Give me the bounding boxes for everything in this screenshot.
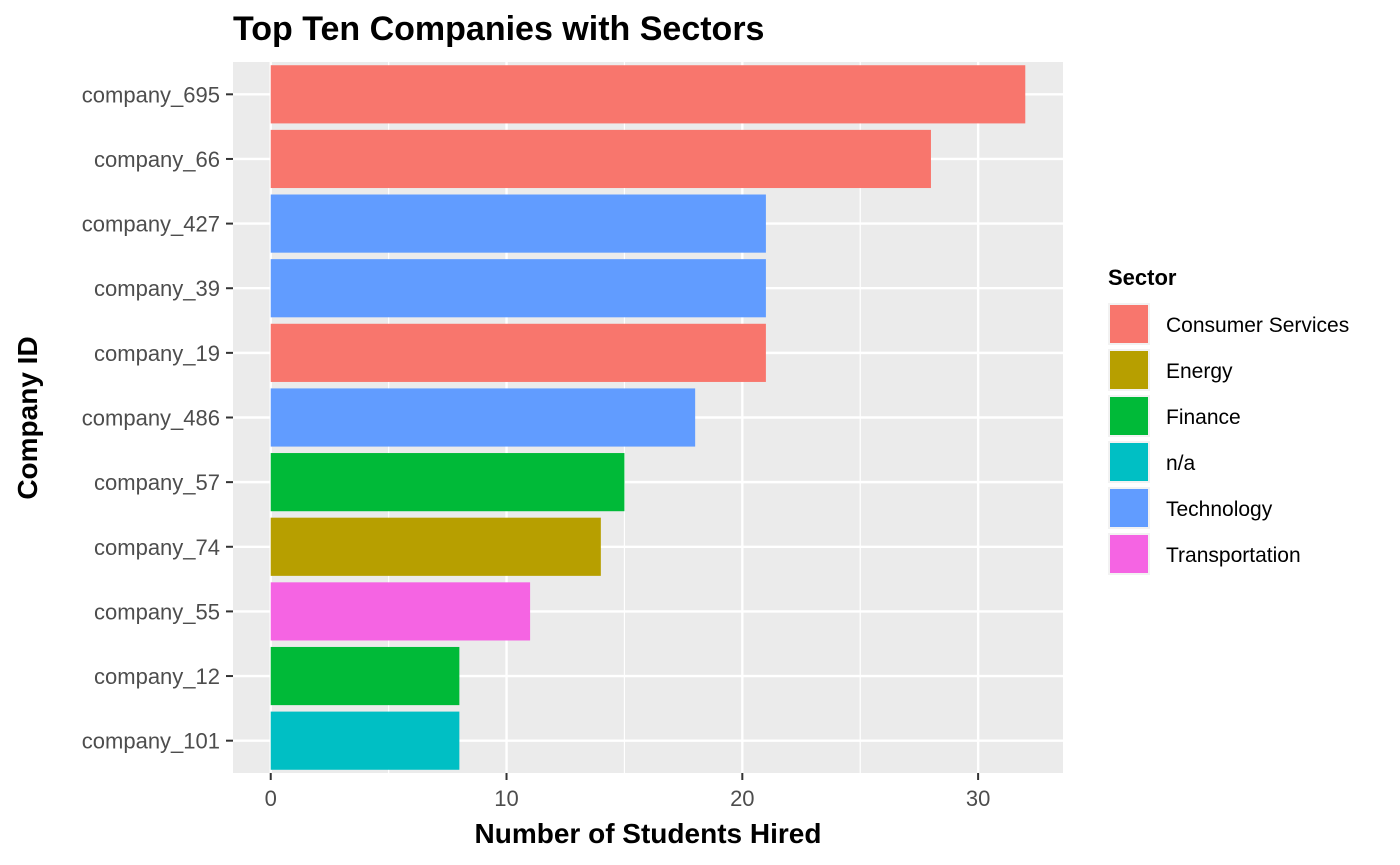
legend-label: Consumer Services: [1166, 314, 1349, 337]
legend-label: n/a: [1166, 452, 1196, 475]
bar-company_19: [270, 323, 766, 382]
legend-swatch: [1110, 489, 1148, 527]
legend-swatch: [1110, 351, 1148, 389]
bar-company_66: [270, 129, 931, 189]
y-tick-label: company_427: [82, 212, 220, 237]
bar-company_427: [270, 194, 766, 253]
y-tick-label: company_12: [94, 664, 220, 689]
legend-swatch: [1110, 305, 1148, 343]
bars: [270, 65, 1026, 770]
y-axis-title: Company ID: [12, 336, 43, 499]
y-tick-label: company_486: [82, 406, 220, 431]
bar-company_55: [270, 582, 531, 641]
y-tick-label: company_695: [82, 82, 220, 107]
y-tick-label: company_57: [94, 470, 220, 495]
x-tick-label: 10: [494, 786, 518, 811]
y-tick-label: company_55: [94, 599, 220, 624]
y-tick-label: company_101: [82, 729, 220, 754]
legend-label: Technology: [1166, 498, 1273, 521]
legend-swatch: [1110, 535, 1148, 573]
y-tick-label: company_66: [94, 147, 220, 172]
y-tick-label: company_74: [94, 535, 220, 560]
bar-company_39: [270, 259, 766, 318]
legend-label: Energy: [1166, 360, 1233, 383]
bar-company_695: [270, 65, 1026, 124]
y-tick-label: company_39: [94, 276, 220, 301]
x-axis-title: Number of Students Hired: [475, 818, 822, 849]
legend: Sector Consumer Services Energy Finance n/a…: [1108, 265, 1349, 575]
bar-company_12: [270, 646, 460, 706]
x-tick-label: 0: [265, 786, 277, 811]
x-tick-label: 20: [730, 786, 754, 811]
bar-company_486: [270, 388, 696, 447]
chart-title: Top Ten Companies with Sectors: [233, 10, 764, 48]
legend-swatch: [1110, 397, 1148, 435]
legend-label: Finance: [1166, 406, 1241, 429]
x-axis: 0 10 20 30: [265, 773, 990, 811]
legend-title: Sector: [1108, 265, 1177, 290]
bar-company_101: [270, 711, 460, 770]
x-tick-label: 30: [966, 786, 990, 811]
legend-label: Transportation: [1166, 544, 1301, 567]
legend-swatch: [1110, 443, 1148, 481]
y-tick-label: company_19: [94, 341, 220, 366]
y-axis: company_695 company_66 company_427 company_…: [82, 82, 233, 754]
bar-company_74: [270, 517, 601, 576]
bar-company_57: [270, 453, 625, 512]
